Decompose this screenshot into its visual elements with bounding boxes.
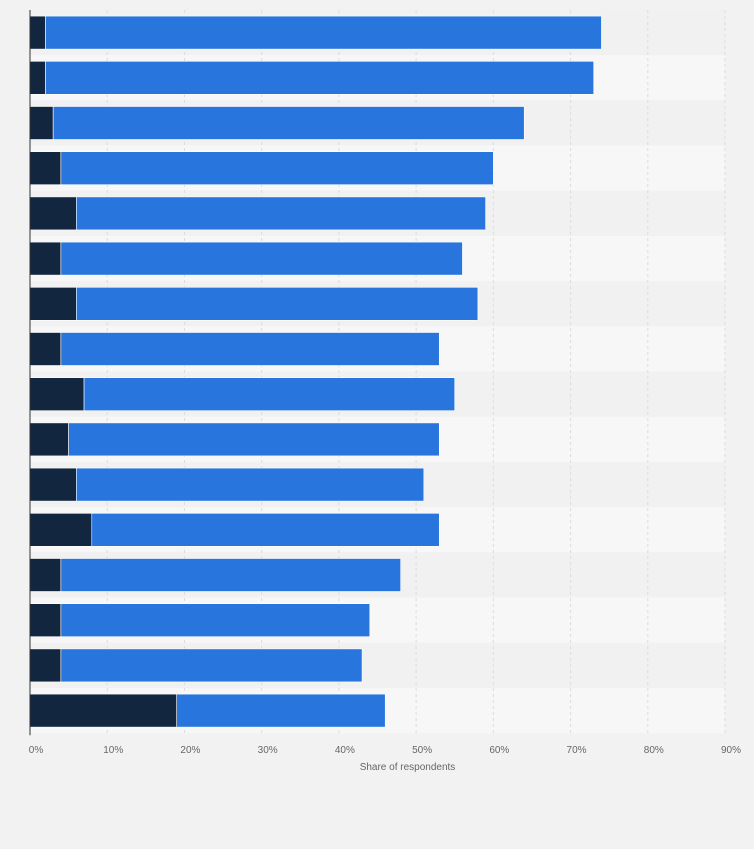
x-tick-label: 20% xyxy=(180,745,200,756)
bar-segment-dark[interactable] xyxy=(29,377,85,412)
x-tick-label: 30% xyxy=(258,745,278,756)
x-axis-title: Share of respondents xyxy=(360,762,456,773)
bar-segment-dark[interactable] xyxy=(29,60,46,95)
x-axis-ticks: 0% 10% 20% 30% 40% 50% 60% 70% 80% 90% xyxy=(29,745,741,756)
bar-segment-dark[interactable] xyxy=(29,422,69,457)
x-tick-label: 80% xyxy=(644,745,664,756)
bar-segment-dark[interactable] xyxy=(29,467,77,502)
x-tick-label: 70% xyxy=(567,745,587,756)
x-tick-label: 50% xyxy=(412,745,432,756)
bar-segment-dark[interactable] xyxy=(29,286,77,321)
bar-segment-blue[interactable] xyxy=(91,512,440,547)
x-tick-label: 60% xyxy=(489,745,509,756)
bars xyxy=(29,15,602,728)
bar-segment-dark[interactable] xyxy=(29,558,62,592)
bar-segment-dark[interactable] xyxy=(29,106,54,140)
bar-segment-blue[interactable] xyxy=(83,377,456,412)
bar-segment-blue[interactable] xyxy=(60,332,440,366)
bar-segment-dark[interactable] xyxy=(29,151,62,185)
bar-segment-blue[interactable] xyxy=(45,60,595,95)
bar-segment-dark[interactable] xyxy=(29,241,62,276)
bar-segment-dark[interactable] xyxy=(29,196,77,231)
x-tick-label: 40% xyxy=(335,745,355,756)
bar-segment-blue[interactable] xyxy=(60,151,494,185)
bar-segment-blue[interactable] xyxy=(76,196,486,231)
x-tick-label: 90% xyxy=(721,745,741,756)
x-tick-label: 0% xyxy=(29,745,44,756)
bar-segment-blue[interactable] xyxy=(60,558,401,592)
bar-segment-blue[interactable] xyxy=(60,648,363,683)
bar-segment-blue[interactable] xyxy=(52,106,525,140)
bar-segment-dark[interactable] xyxy=(29,648,62,683)
bar-segment-dark[interactable] xyxy=(29,512,93,547)
bar-segment-blue[interactable] xyxy=(60,241,463,276)
bar-segment-dark[interactable] xyxy=(29,15,46,50)
bar-segment-blue[interactable] xyxy=(176,693,386,728)
bar-segment-blue[interactable] xyxy=(68,422,440,457)
bar-segment-blue[interactable] xyxy=(76,286,479,321)
bar-segment-dark[interactable] xyxy=(29,693,178,728)
bar-segment-blue[interactable] xyxy=(60,603,371,638)
bar-segment-dark[interactable] xyxy=(29,332,62,366)
bar-segment-blue[interactable] xyxy=(45,15,602,50)
bar-segment-dark[interactable] xyxy=(29,603,62,638)
x-tick-label: 10% xyxy=(103,745,123,756)
bar-segment-blue[interactable] xyxy=(76,467,425,502)
